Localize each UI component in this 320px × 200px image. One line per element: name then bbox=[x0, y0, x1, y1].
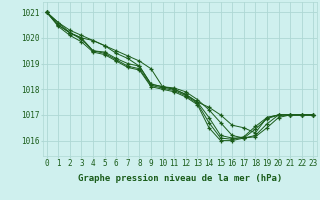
X-axis label: Graphe pression niveau de la mer (hPa): Graphe pression niveau de la mer (hPa) bbox=[78, 174, 282, 183]
